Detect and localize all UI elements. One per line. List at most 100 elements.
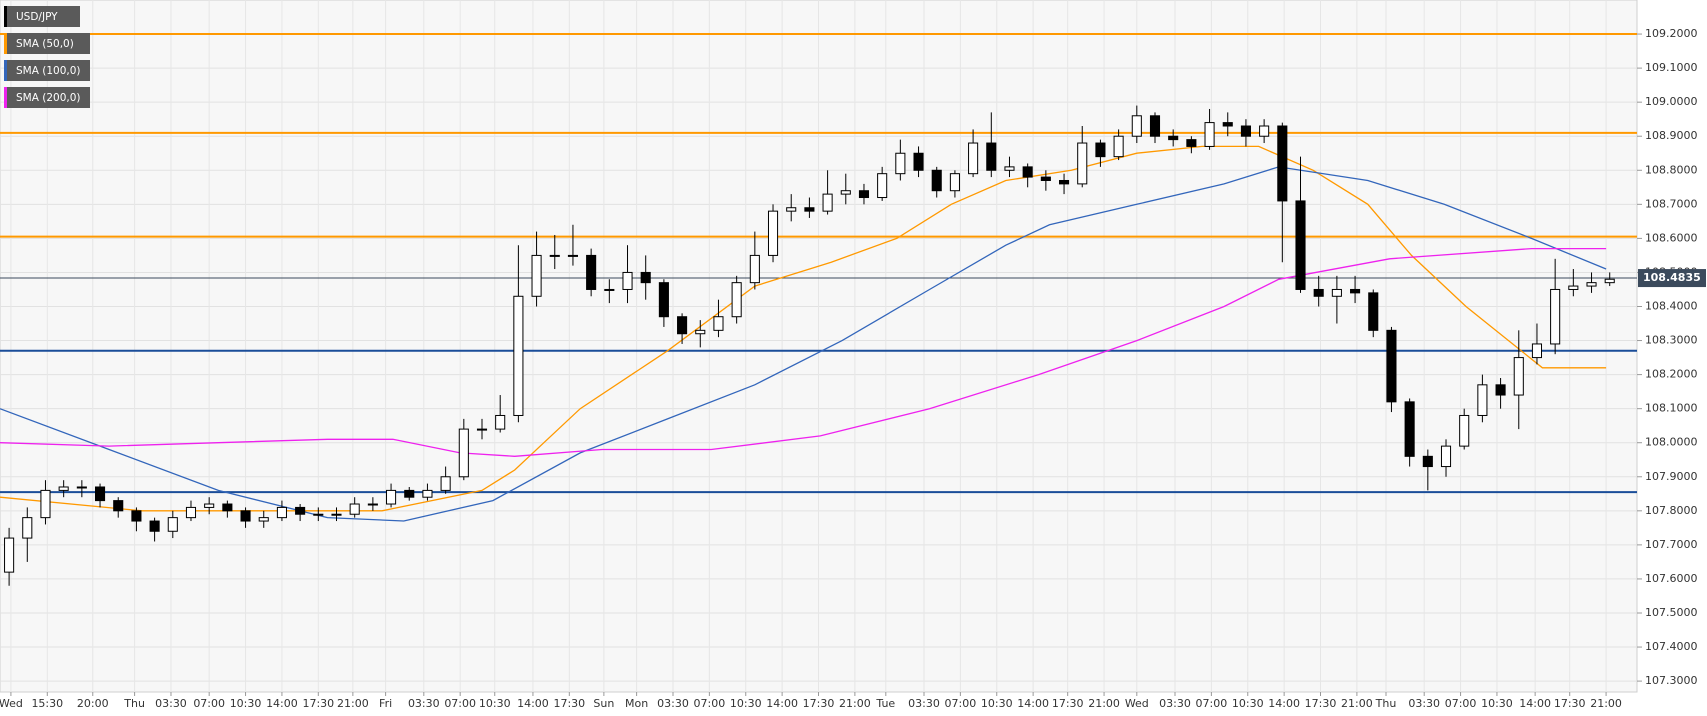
candle-body xyxy=(1059,179,1070,185)
candle-body xyxy=(1040,176,1051,181)
x-tick-label: 07:00 xyxy=(444,697,476,710)
x-tick-label: 14:00 xyxy=(1268,697,1300,710)
legend-swatch xyxy=(4,60,7,81)
candle-body xyxy=(1095,142,1106,158)
candle-body xyxy=(1513,357,1524,396)
candle-body xyxy=(22,517,33,539)
x-tick-label: 14:00 xyxy=(266,697,298,710)
x-tick-label: 21:00 xyxy=(1590,697,1622,710)
candle-body xyxy=(549,254,560,257)
x-tick-label: 17:30 xyxy=(553,697,585,710)
candle-body xyxy=(1350,288,1361,294)
candle-body xyxy=(404,489,415,498)
candle-body xyxy=(185,506,197,519)
candle-body xyxy=(440,476,451,491)
candle-body xyxy=(386,489,397,505)
candle-body xyxy=(167,517,178,532)
candle-body xyxy=(604,288,615,291)
y-tick-label: 107.8000 xyxy=(1645,504,1698,517)
candle-body xyxy=(986,142,997,171)
candle-body xyxy=(658,282,669,318)
x-tick-label: 17:30 xyxy=(302,697,334,710)
x-tick-label: 21:00 xyxy=(1341,697,1373,710)
sma-line xyxy=(0,145,1607,512)
candle-body xyxy=(513,295,524,416)
candle-body xyxy=(640,271,651,284)
candle-body xyxy=(1404,401,1415,457)
legend-box xyxy=(4,87,90,108)
candle-body xyxy=(1313,288,1324,297)
candle-body xyxy=(458,428,469,478)
candle-body xyxy=(1477,384,1488,416)
x-tick-label: 17:30 xyxy=(1305,697,1337,710)
candle-body xyxy=(422,489,433,498)
candle-body xyxy=(913,152,924,171)
x-tick-label: 14:00 xyxy=(1017,697,1049,710)
candle-body xyxy=(1495,384,1506,396)
x-tick-label: 17:30 xyxy=(1554,697,1586,710)
candle-body xyxy=(495,414,506,430)
candle-body xyxy=(1131,115,1142,137)
candle-body xyxy=(4,537,15,573)
x-tick-label: 21:00 xyxy=(337,697,369,710)
y-tick-label: 108.0000 xyxy=(1645,436,1698,449)
candle-body xyxy=(1586,282,1597,287)
x-tick-label: 07:00 xyxy=(193,697,225,710)
sma-line xyxy=(0,166,1607,522)
x-tick-label: 10:30 xyxy=(730,697,762,710)
candle-body xyxy=(58,486,69,491)
candle-body xyxy=(1149,115,1161,137)
candle-body xyxy=(131,510,142,522)
candle-body xyxy=(1386,329,1397,403)
y-tick-label: 108.2000 xyxy=(1645,368,1698,381)
candle-body xyxy=(313,513,324,516)
candle-body xyxy=(1204,122,1215,147)
candle-body xyxy=(1295,200,1306,290)
candle-body xyxy=(1550,288,1561,345)
x-tick-label: 07:00 xyxy=(1445,697,1477,710)
candle-body xyxy=(695,329,706,335)
candle-body xyxy=(949,173,960,192)
legend-swatch xyxy=(4,87,7,108)
candle-body xyxy=(76,486,87,489)
candle-body xyxy=(1277,125,1288,202)
x-tick-label: 03:30 xyxy=(657,697,689,710)
x-tick-label: 10:30 xyxy=(230,697,262,710)
x-tick-label: Wed xyxy=(1125,697,1149,710)
candle-body xyxy=(1604,278,1615,284)
candle-body xyxy=(858,190,870,199)
x-tick-label: 03:30 xyxy=(1408,697,1440,710)
candle-body xyxy=(968,142,979,175)
candle-body xyxy=(349,503,360,515)
candle-body xyxy=(731,282,742,318)
x-tick-label: 20:00 xyxy=(77,697,109,710)
x-tick-label: Fri xyxy=(379,697,392,710)
candle-body xyxy=(1113,135,1124,158)
x-tick-label: Mon xyxy=(625,697,648,710)
candle-body xyxy=(1568,285,1579,290)
legend-label: USD/JPY xyxy=(16,11,58,23)
x-tick-label: 10:30 xyxy=(1481,697,1513,710)
y-tick-label: 107.7000 xyxy=(1645,538,1698,551)
candle-body xyxy=(1222,122,1233,127)
y-tick-label: 107.3000 xyxy=(1645,674,1698,687)
x-tick-label: 07:00 xyxy=(1196,697,1228,710)
candle-body xyxy=(1368,292,1379,331)
legend-label: SMA (100,0) xyxy=(16,65,81,77)
y-tick-label: 107.9000 xyxy=(1645,470,1698,483)
candle-body xyxy=(786,207,797,212)
y-tick-label: 108.1000 xyxy=(1645,402,1698,415)
candle-body xyxy=(1186,139,1197,147)
candle-body xyxy=(1422,455,1433,468)
x-tick-label: 17:30 xyxy=(1052,697,1084,710)
x-tick-label: Sun xyxy=(593,697,614,710)
candle-body xyxy=(331,513,342,516)
legend-swatch xyxy=(4,6,7,27)
x-tick-label: 21:00 xyxy=(1088,697,1120,710)
y-tick-label: 108.6000 xyxy=(1645,231,1698,244)
candle-body xyxy=(1259,125,1270,137)
x-tick-label: 17:30 xyxy=(803,697,835,710)
y-tick-label: 109.1000 xyxy=(1645,61,1698,74)
x-tick-label: Wed xyxy=(0,697,23,710)
